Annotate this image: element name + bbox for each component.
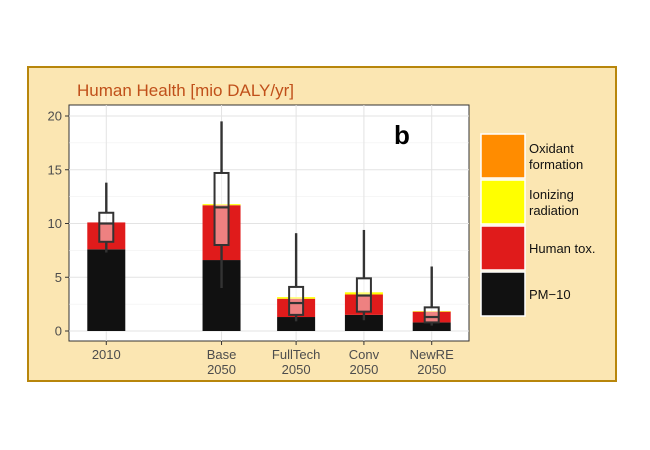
uncertainty-layer [98, 121, 440, 326]
bar-segment-ionizing [412, 311, 451, 312]
x-tick-label-line2: 2050 [282, 362, 311, 377]
bar-segment-human_tox [344, 294, 383, 315]
bar-segment-pm10 [277, 317, 316, 331]
legend-swatch [480, 133, 526, 179]
bar-segment-pm10 [344, 314, 383, 331]
y-tick-label: 20 [48, 109, 62, 124]
uncertainty-box [98, 211, 115, 243]
legend-label: Ionizing [529, 187, 574, 202]
uncertainty-box [423, 306, 440, 324]
x-tick-label-line2: 2050 [207, 362, 236, 377]
bar-segment-ionizing [344, 292, 383, 295]
human-health-chart: Human Health [mio DALY/yr] 0 5 10 15 20 2010 B… [48, 81, 596, 378]
bar-segment-ionizing [202, 204, 241, 206]
y-tick-label: 0 [55, 324, 62, 339]
x-tick-label-line2: 2050 [417, 362, 446, 377]
x-tick-label: 2010 [92, 347, 121, 362]
bar-segment-human_tox [277, 298, 316, 318]
legend-label: Oxidant [529, 141, 574, 156]
legend-swatch [480, 271, 526, 317]
legend-label: PM−10 [529, 287, 571, 302]
y-tick-label: 10 [48, 216, 62, 231]
bar-segment-ionizing [277, 297, 316, 299]
legend-label: Human tox. [529, 241, 595, 256]
bar-segment-pm10 [412, 322, 451, 331]
chart-title: Human Health [mio DALY/yr] [77, 81, 294, 100]
legend-label-line2: radiation [529, 203, 579, 218]
x-tick-label: FullTech [272, 347, 320, 362]
x-tick-label: Conv [349, 347, 380, 362]
uncertainty-box [213, 171, 230, 246]
x-tick-label: NewRE [410, 347, 454, 362]
uncertainty-box [288, 285, 305, 316]
y-tick-label: 15 [48, 162, 62, 177]
bars-layer [87, 204, 451, 331]
legend-swatch [480, 225, 526, 271]
bar-segment-pm10 [87, 249, 126, 331]
panel-label: b [394, 120, 410, 150]
y-tick-label: 5 [55, 270, 62, 285]
x-tick-label: Base [207, 347, 237, 362]
figure-frame: Human Health [mio DALY/yr] 0 5 10 15 20 2010 B… [27, 66, 617, 382]
legend-label-line2: formation [529, 157, 583, 172]
legend-swatch [480, 179, 526, 225]
x-tick-label-line2: 2050 [349, 362, 378, 377]
